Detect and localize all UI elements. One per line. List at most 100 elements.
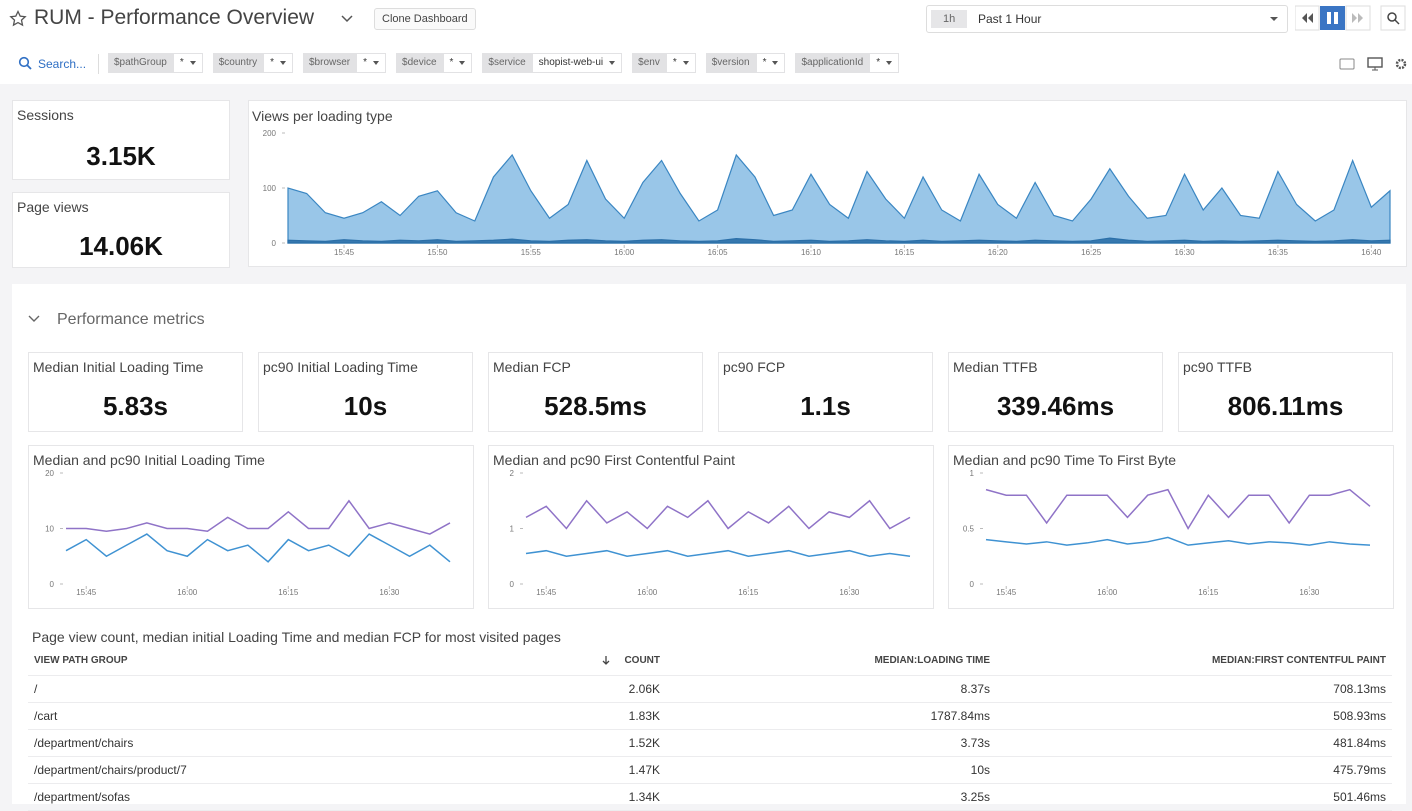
y-tick-label: 100	[263, 184, 277, 193]
variable-name: $pathGroup	[108, 53, 173, 73]
template-variables: $pathGroup * $country * $browser * $device * $se…	[108, 53, 900, 73]
collapse-chevron[interactable]	[28, 315, 40, 323]
table-cell: 1.52K	[628, 736, 660, 750]
table-cell: /	[34, 682, 38, 696]
kpi-title: Median Initial Loading Time	[33, 359, 204, 375]
line	[525, 499, 911, 530]
x-tick-label: 16:15	[278, 588, 299, 597]
kpi-title: pc90 TTFB	[1183, 359, 1252, 375]
playback-controls	[1295, 5, 1406, 31]
y-tick-label: 1	[510, 525, 515, 534]
x-tick-label: 16:00	[177, 588, 198, 597]
x-tick-label: 16:15	[1198, 588, 1219, 597]
variable-name: $applicationId	[795, 53, 870, 73]
table-cell: 3.25s	[960, 790, 990, 804]
forward-button[interactable]	[1345, 5, 1371, 31]
column-header: MEDIAN:FIRST CONTENTFUL PAINT	[1211, 655, 1386, 666]
template-variable[interactable]: $service shopist-web-ui	[482, 53, 623, 73]
template-variable[interactable]: $applicationId *	[795, 53, 900, 73]
x-tick-label: 15:45	[76, 588, 97, 597]
template-variable[interactable]: $device *	[396, 53, 473, 73]
template-variable[interactable]: $version *	[705, 53, 786, 73]
table-cell: /cart	[34, 709, 58, 723]
x-tick-label: 16:15	[894, 248, 915, 257]
settings-icon[interactable]	[1395, 58, 1407, 70]
kpi-value: 1.1s	[800, 391, 851, 421]
y-tick-label: 200	[263, 129, 277, 138]
y-tick-label: 0	[50, 580, 55, 589]
chart: 0 100 200 15:45 15:50 15:55 16:00 16:05 16:10 16:…	[263, 129, 1391, 257]
dashboard-title: RUM - Performance Overview	[34, 6, 315, 29]
x-tick-label: 16:00	[637, 588, 658, 597]
pause-button[interactable]	[1320, 6, 1345, 30]
x-tick-label: 15:45	[334, 248, 355, 257]
kpi-widget: Median FCP 528.5ms	[488, 352, 703, 432]
column-header: COUNT	[624, 655, 660, 666]
x-tick-label: 16:30	[1299, 588, 1320, 597]
x-tick-label: 16:30	[379, 588, 400, 597]
x-tick-label: 16:30	[1175, 248, 1196, 257]
table-row: /department/sofas 1.34K 3.25s 501.46ms	[28, 783, 1392, 811]
template-variable[interactable]: $env *	[632, 53, 696, 73]
kpi-value: 5.83s	[102, 391, 169, 421]
widget-value: 3.15K	[86, 141, 156, 171]
kpi-title: pc90 Initial Loading Time	[263, 359, 418, 375]
line-chart-widget: Median and pc90 Initial Loading Time 0 10 2…	[28, 445, 474, 609]
table-cell: /department/sofas	[34, 790, 131, 804]
table-row: /department/chairs/product/7 1.47K 10s 475.…	[28, 756, 1392, 784]
x-tick-label: 16:00	[1097, 588, 1118, 597]
table-row: / 2.06K 8.37s 708.13ms	[28, 675, 1392, 703]
line	[525, 549, 911, 558]
x-tick-label: 16:35	[1268, 248, 1289, 257]
header: RUM - Performance Overview Clone Dashboa…	[0, 0, 1412, 84]
tv-icon[interactable]	[1367, 57, 1383, 68]
y-tick-label: 0	[510, 580, 515, 589]
clone-button[interactable]: Clone Dashboard	[374, 8, 476, 30]
kpi-widget: pc90 Initial Loading Time 10s	[258, 352, 473, 432]
variable-value: *	[869, 53, 900, 73]
variable-name: $env	[632, 53, 666, 73]
chart-title: Median and pc90 First Contentful Paint	[493, 452, 736, 468]
table-row: /department/chairs 1.52K 3.73s 481.84ms	[28, 729, 1392, 757]
line	[65, 533, 451, 563]
kpi-value: 10s	[343, 391, 388, 421]
keyboard-icon[interactable]	[1339, 58, 1355, 70]
x-tick-label: 16:20	[988, 248, 1009, 257]
sort-arrow[interactable]	[602, 656, 610, 666]
table-cell: 1.47K	[628, 763, 660, 777]
chart: 0 1 2 15:45 16:00 16:15 16:30	[510, 469, 911, 597]
star-icon[interactable]	[9, 10, 27, 28]
chart-title: Views per loading type	[252, 108, 393, 124]
x-tick-label: 15:45	[536, 588, 557, 597]
search-input[interactable]: Search...	[38, 57, 87, 71]
area	[287, 153, 1391, 244]
template-variable[interactable]: $country *	[212, 53, 293, 73]
template-variable[interactable]: $browser *	[303, 53, 387, 73]
line	[985, 536, 1371, 546]
line-chart-widget: Median and pc90 First Contentful Paint 0 1…	[488, 445, 934, 609]
view-icons	[1339, 57, 1407, 71]
line	[66, 499, 451, 535]
table-cell: 1.34K	[628, 790, 660, 804]
search-button[interactable]	[1380, 5, 1406, 31]
area	[287, 237, 1391, 244]
kpi-value: 339.46ms	[996, 391, 1115, 421]
table-cell: 3.73s	[960, 736, 990, 750]
table-cell: 8.37s	[960, 682, 990, 696]
kpi-widget: pc90 FCP 1.1s	[718, 352, 933, 432]
chart: 0 0.5 1 15:45 16:00 16:15 16:30	[963, 469, 1371, 597]
widget-title: Page views	[17, 199, 89, 215]
rewind-button[interactable]	[1295, 5, 1320, 31]
x-tick-label: 15:55	[521, 248, 542, 257]
title-chevron[interactable]	[340, 14, 354, 24]
table-widget: Page view count, median initial Loading …	[28, 624, 1392, 811]
table-cell: 475.79ms	[1333, 763, 1386, 777]
variable-value: *	[356, 53, 387, 73]
template-variable[interactable]: $pathGroup *	[108, 53, 203, 73]
page-views-widget: Page views 14.06K	[12, 192, 230, 268]
kpi-widget: Median Initial Loading Time 5.83s	[28, 352, 243, 432]
sort-arrow-shape	[602, 656, 610, 665]
time-picker[interactable]: 1h Past 1 Hour	[926, 5, 1288, 33]
chart: 0 10 20 15:45 16:00 16:15 16:30	[45, 469, 451, 597]
